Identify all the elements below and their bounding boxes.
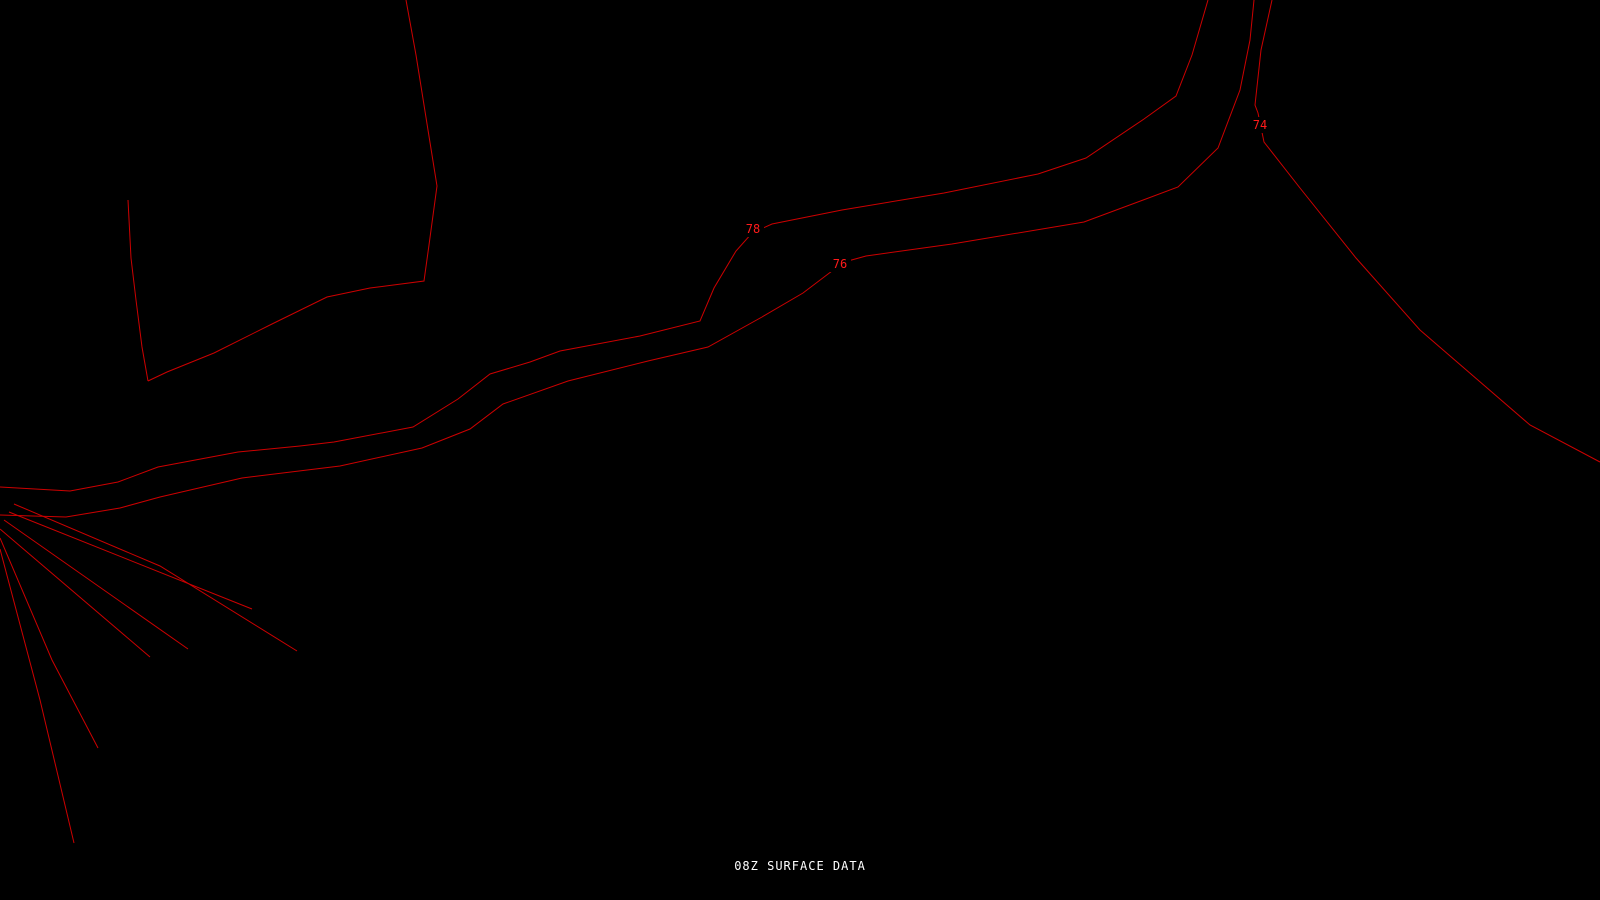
- contour-line-fan-3: [0, 528, 151, 658]
- contour-label-76: 76: [833, 257, 847, 271]
- contour-label-mask: [1249, 117, 1271, 133]
- contour-line-78: [0, 0, 1209, 492]
- contour-line-fan-4: [3, 519, 189, 650]
- contour-label-mask: [742, 221, 764, 237]
- contour-label-74: 74: [1253, 118, 1267, 132]
- map-title: 08Z SURFACE DATA: [734, 859, 866, 873]
- contour-line-fan-1: [0, 548, 75, 844]
- contour-label-mask: [829, 256, 851, 272]
- contour-line-fan-2: [0, 537, 99, 749]
- contour-line-76: [0, 0, 1255, 518]
- contour-line-80-upper-b: [127, 199, 149, 382]
- contour-line-fan-5: [8, 511, 253, 610]
- contour-label-78: 78: [746, 222, 760, 236]
- contour-line-80-upper-a: [147, 0, 438, 382]
- contour-line-fan-6: [13, 503, 298, 652]
- contour-line-74: [1254, 0, 1600, 463]
